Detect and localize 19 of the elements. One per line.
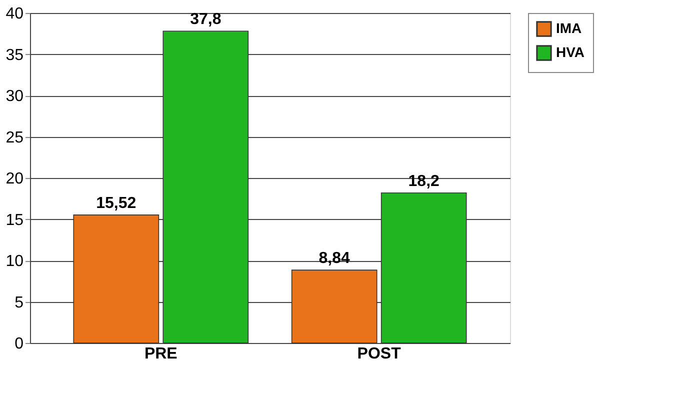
y-tick-label: 30	[6, 88, 24, 105]
y-tick-label: 15	[6, 212, 24, 229]
y-tick-label: 35	[6, 46, 24, 64]
y-tick-label: 40	[6, 6, 24, 22]
bar	[380, 192, 467, 344]
bar	[291, 270, 378, 344]
y-tick-label: 10	[6, 253, 24, 270]
bar	[73, 214, 160, 344]
bar	[162, 30, 249, 344]
data-label: 37,8	[190, 11, 222, 28]
x-tick-label: PRE	[144, 346, 178, 362]
legend-label: IMA	[556, 20, 582, 36]
legend-label: HVA	[556, 44, 585, 60]
y-tick-label: 5	[14, 294, 24, 312]
y-tick-label: 0	[14, 336, 24, 352]
y-tick-label: 25	[6, 129, 24, 146]
x-tick-label: POST	[357, 346, 402, 362]
data-label: 15,52	[96, 194, 136, 212]
y-tick-label: 20	[6, 170, 24, 188]
